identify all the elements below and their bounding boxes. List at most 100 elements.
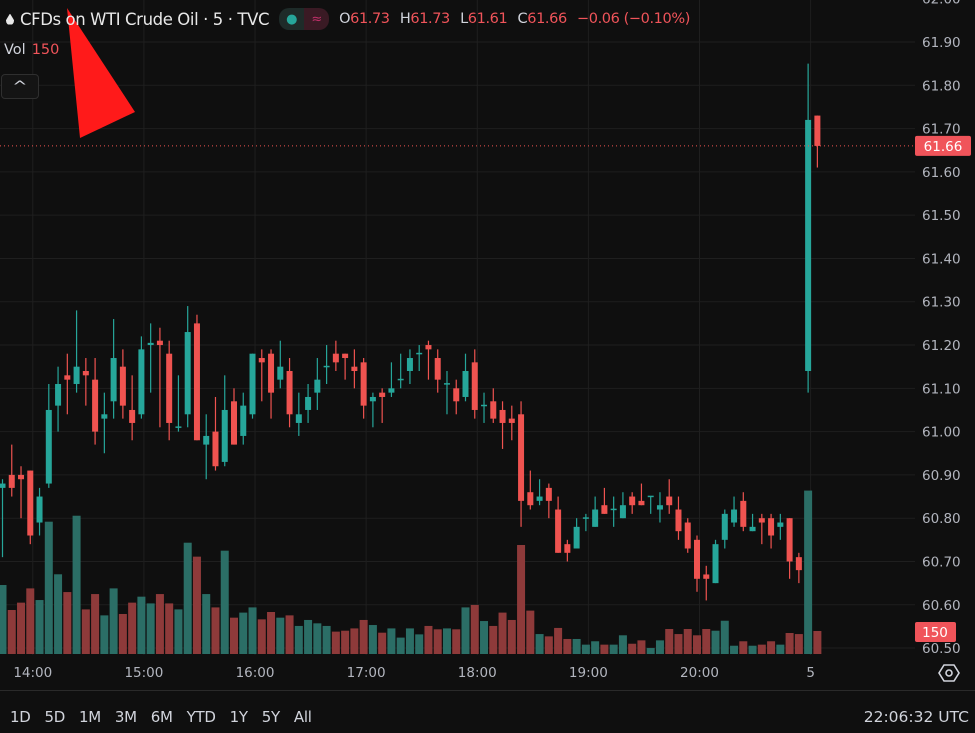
range-1y-button[interactable]: 1Y (229, 708, 248, 726)
price-tick-label: 60.50 (922, 641, 961, 657)
range-6m-button[interactable]: 6M (150, 708, 173, 726)
range-1m-button[interactable]: 1M (79, 708, 101, 726)
range-5y-button[interactable]: 5Y (261, 708, 280, 726)
candle-body (36, 496, 43, 523)
volume-bar (748, 645, 757, 654)
range-ytd-button[interactable]: YTD (186, 708, 216, 726)
ohlc-values: O61.73 H61.73 L61.61 C61.66 −0.06 (−0.10… (339, 11, 690, 27)
candle (499, 401, 506, 449)
candle-body (305, 396, 312, 410)
candle (721, 509, 728, 549)
high-value: 61.73 (410, 11, 450, 27)
candle (490, 388, 497, 423)
candle-body (638, 500, 645, 506)
candle-body (703, 574, 710, 579)
volume-bar (683, 629, 692, 654)
candle (175, 375, 182, 432)
volume-bar (720, 620, 729, 654)
candle (305, 383, 312, 423)
volume-bar (433, 629, 442, 654)
price-chart[interactable]: 62.00 61.90 61.80 61.70 61.60 61.50 61.40 61.30… (0, 0, 975, 690)
grid-lines (0, 0, 915, 655)
range-5d-button[interactable]: 5D (44, 708, 66, 726)
candle (249, 353, 256, 419)
candle-body (425, 345, 432, 350)
candle-body (740, 500, 747, 527)
candle-body (231, 401, 237, 445)
candle (518, 401, 525, 527)
candle-body (582, 517, 589, 519)
candle-body (175, 426, 182, 428)
price-tick-label: 61.90 (922, 35, 961, 51)
candle-body (416, 352, 423, 355)
candle-body (453, 388, 460, 402)
change-value: −0.06 (−0.10%) (577, 11, 690, 27)
candle (814, 115, 821, 168)
volume-bar (776, 644, 785, 654)
volume-bar (470, 604, 479, 654)
time-axis[interactable]: 14:00 15:00 16:00 17:00 18:00 19:00 20:00 5 (13, 665, 815, 681)
candle (601, 487, 608, 514)
candle-body (110, 358, 117, 402)
volume-bar (257, 619, 266, 654)
candle-body (360, 362, 367, 406)
volume-bar (137, 596, 146, 654)
range-all-button[interactable]: All (293, 708, 312, 726)
range-1d-button[interactable]: 1D (10, 708, 31, 726)
volume-label: Vol (4, 42, 26, 58)
candle (0, 479, 6, 558)
candle (573, 518, 580, 549)
volume-bar (646, 648, 655, 654)
clock-timezone[interactable]: 22:06:32 UTC (863, 708, 969, 726)
price-tick-label: 61.80 (922, 78, 961, 94)
volume-bar (128, 602, 137, 654)
candle (425, 340, 432, 380)
candle-body (434, 358, 441, 380)
volume-bar (767, 641, 776, 654)
volume-bar (285, 615, 294, 654)
candle-body (721, 513, 728, 540)
open-label: O (339, 11, 351, 27)
candle-body (814, 115, 821, 146)
volume-bar (405, 628, 414, 654)
candle-body (471, 362, 478, 410)
candle-body (545, 487, 552, 501)
candle (369, 392, 376, 428)
volume-badge-label: 150 (922, 625, 948, 641)
volume-bar (526, 610, 535, 654)
settings-gear-icon[interactable] (938, 662, 960, 684)
range-3m-button[interactable]: 3M (114, 708, 137, 726)
price-axis-background (915, 0, 975, 655)
candle (786, 518, 793, 579)
candle (379, 388, 386, 423)
price-tick-label: 61.70 (922, 122, 961, 138)
time-tick-label: 19:00 (569, 665, 608, 681)
collapse-legend-button[interactable]: ^ (1, 74, 39, 99)
candle (18, 466, 25, 519)
candle-body (694, 539, 700, 579)
status-pill[interactable]: ● ≈ (279, 8, 330, 30)
volume-bar (35, 600, 44, 654)
volume-bar (628, 643, 637, 654)
symbol-title[interactable]: CFDs on WTI Crude Oil · 5 · TVC (20, 9, 270, 29)
volume-bar (239, 612, 248, 654)
price-tick-label: 61.20 (922, 338, 961, 354)
candle (203, 414, 210, 480)
candle (545, 483, 552, 519)
candle (119, 349, 126, 419)
candle-body (675, 509, 682, 532)
candle (795, 552, 802, 584)
candle (351, 349, 358, 389)
candle-body (129, 409, 136, 423)
candle (527, 470, 534, 510)
candle-body (490, 401, 497, 419)
candle-body (712, 544, 719, 584)
price-axis[interactable]: 62.00 61.90 61.80 61.70 61.60 61.50 61.40 61.30… (915, 0, 975, 657)
candle-body (8, 474, 15, 488)
candle-body (258, 358, 265, 363)
candle (240, 392, 247, 445)
candle (277, 340, 284, 389)
candles (0, 63, 821, 601)
volume-bar (192, 556, 201, 654)
candle-body (758, 518, 765, 523)
